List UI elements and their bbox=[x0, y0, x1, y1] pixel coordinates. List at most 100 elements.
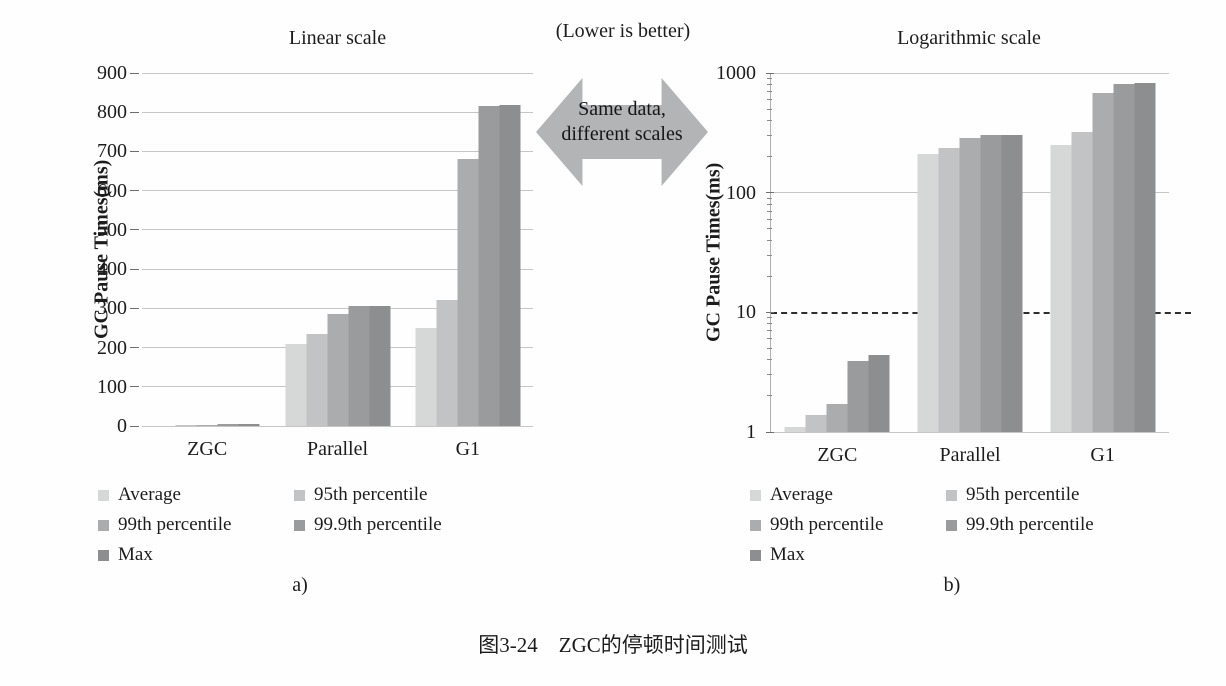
legend-swatch-icon bbox=[946, 519, 957, 531]
bar-99th-percentile bbox=[959, 138, 981, 432]
y-axis-title: GC Pause Times(ms) bbox=[702, 162, 725, 343]
y-tick bbox=[766, 311, 774, 313]
legend-item: Average bbox=[750, 484, 946, 506]
legend-item: 99th percentile bbox=[98, 514, 294, 536]
legend-label: Average bbox=[118, 484, 181, 505]
legend-swatch-icon bbox=[98, 489, 109, 501]
legend-item: 95th percentile bbox=[294, 484, 442, 506]
legend-label: Max bbox=[118, 544, 153, 565]
legend-item: 99.9th percentile bbox=[946, 514, 1094, 536]
y-tick-label: 500 bbox=[97, 218, 127, 241]
y-tick-label: 1000 bbox=[716, 62, 756, 84]
legend-item: 95th percentile bbox=[946, 484, 1094, 506]
y-tick bbox=[130, 268, 139, 270]
gridline bbox=[142, 229, 533, 231]
y-minor-tick bbox=[767, 99, 772, 101]
y-minor-tick bbox=[767, 108, 772, 110]
legend-swatch-icon bbox=[946, 489, 957, 501]
y-tick-label: 800 bbox=[97, 101, 127, 124]
y-tick bbox=[130, 190, 139, 192]
x-category-label: Parallel bbox=[939, 444, 1001, 466]
legend-label: 99th percentile bbox=[118, 514, 232, 535]
bar-average bbox=[784, 427, 806, 432]
y-tick-label: 700 bbox=[97, 140, 127, 163]
y-axis-title: GC Pause Times(ms) bbox=[90, 159, 113, 340]
bar-group-zgc bbox=[155, 424, 260, 426]
bar-99-9th-percentile bbox=[348, 306, 369, 426]
y-minor-tick bbox=[767, 254, 772, 256]
bar-99-9th-percentile bbox=[217, 424, 239, 426]
legend: Average 95th percentile 99th percentile 99.… bbox=[750, 484, 1094, 566]
legend-swatch-icon bbox=[750, 549, 761, 561]
y-minor-tick bbox=[767, 323, 772, 325]
bar-group-g1 bbox=[415, 105, 521, 426]
y-minor-tick bbox=[767, 239, 772, 241]
y-minor-tick bbox=[767, 317, 772, 319]
bar-99th-percentile bbox=[196, 425, 218, 426]
y-tick-label: 600 bbox=[97, 179, 127, 202]
y-tick bbox=[130, 307, 139, 309]
legend: Average 95th percentile 99th percentile 99.… bbox=[98, 484, 442, 566]
bar-group-g1 bbox=[1050, 83, 1156, 432]
y-tick-label: 400 bbox=[97, 258, 127, 281]
panel-label-b: b) bbox=[943, 574, 961, 596]
bar-99th-percentile bbox=[457, 159, 479, 426]
y-minor-tick bbox=[767, 275, 772, 277]
legend-label: Max bbox=[770, 544, 805, 565]
legend-swatch-icon bbox=[294, 519, 305, 531]
y-minor-tick bbox=[767, 156, 772, 158]
y-minor-tick bbox=[767, 210, 772, 212]
log-chart-panel: Logarithmic scale GC Pause Times(ms) 1 10… bbox=[685, 18, 1191, 610]
linear-chart-panel: Linear scale GC Pause Times(ms) 0 100 200 3… bbox=[85, 18, 565, 610]
arrow-annotation: Same data, different scales bbox=[518, 97, 726, 147]
bar-95th-percentile bbox=[805, 415, 827, 432]
y-tick bbox=[766, 192, 774, 194]
x-category-label: ZGC bbox=[187, 438, 228, 460]
bar-95th-percentile bbox=[175, 425, 197, 426]
plot-area: 1 10 100 1000 ZGC Parallel G1 bbox=[716, 63, 1191, 466]
gridline bbox=[142, 307, 533, 309]
bar-average bbox=[917, 154, 939, 432]
legend-label: 95th percentile bbox=[966, 484, 1080, 505]
y-minor-tick bbox=[767, 228, 772, 230]
bar-95th-percentile bbox=[436, 300, 458, 426]
plot-area: 0 100 200 300 400 500 600 700 800 900 ZGC Parallel G… bbox=[97, 63, 533, 460]
bar-average bbox=[285, 344, 306, 426]
bar-group-parallel bbox=[917, 135, 1023, 432]
gridline bbox=[142, 111, 533, 113]
gridline bbox=[142, 190, 533, 192]
y-minor-tick bbox=[767, 359, 772, 361]
legend-swatch-icon bbox=[294, 489, 305, 501]
legend-item: Max bbox=[98, 544, 294, 566]
bar-99th-percentile bbox=[1092, 93, 1114, 432]
arrow-annotation-line1: Same data, bbox=[578, 98, 666, 120]
panel-label-a: a) bbox=[292, 574, 308, 596]
legend-swatch-icon bbox=[750, 489, 761, 501]
legend-item: 99th percentile bbox=[750, 514, 946, 536]
y-tick-label: 200 bbox=[97, 336, 127, 359]
legend-swatch-icon bbox=[98, 519, 109, 531]
bar-max bbox=[868, 355, 890, 432]
legend-swatch-icon bbox=[750, 519, 761, 531]
x-category-label: G1 bbox=[455, 438, 481, 460]
legend-label: 95th percentile bbox=[314, 484, 428, 505]
y-tick-label: 0 bbox=[117, 415, 127, 437]
bar-max bbox=[1134, 83, 1156, 432]
gridline bbox=[771, 431, 1169, 433]
bar-99-9th-percentile bbox=[478, 106, 500, 426]
lower-is-better-note: (Lower is better) bbox=[555, 20, 691, 42]
y-minor-tick bbox=[767, 338, 772, 340]
legend-swatch-icon bbox=[98, 549, 109, 561]
bar-99th-percentile bbox=[327, 314, 348, 426]
bar-average bbox=[415, 328, 437, 426]
y-minor-tick bbox=[767, 91, 772, 93]
bar-95th-percentile bbox=[306, 334, 327, 426]
y-tick-label: 100 bbox=[726, 181, 756, 204]
bar-max bbox=[1001, 135, 1023, 432]
bar-99-9th-percentile bbox=[1113, 84, 1135, 432]
y-tick bbox=[130, 229, 139, 231]
y-minor-tick bbox=[767, 218, 772, 220]
y-tick-label: 300 bbox=[97, 297, 127, 320]
y-tick bbox=[766, 72, 774, 74]
chart-title-log: Logarithmic scale bbox=[897, 27, 1041, 49]
